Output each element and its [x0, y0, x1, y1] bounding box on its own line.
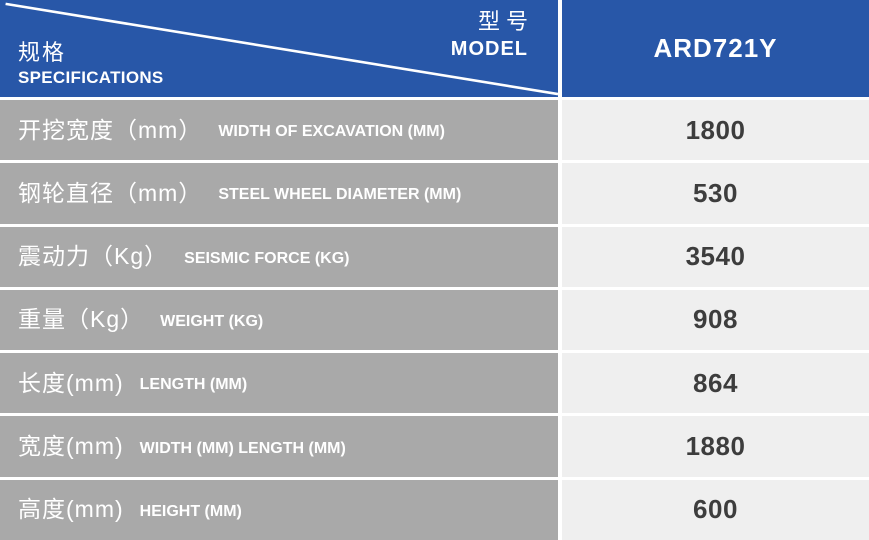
table-row: 震动力（Kg） SEISMIC FORCE (KG) 3540 — [0, 226, 869, 287]
row-label-weight: 重量（Kg） WEIGHT (KG) — [0, 289, 558, 351]
row-value-width: 1880 — [562, 416, 869, 477]
row-label-en: WIDTH (MM) LENGTH (MM) — [139, 439, 346, 457]
row-label-length: 长度(mm) LENGTH (MM) — [0, 353, 558, 414]
table-header-row: 型号 MODEL 规格 SPECIFICATIONS ARD721Y — [0, 0, 869, 97]
header-model-value-cell: ARD721Y — [562, 0, 869, 97]
row-label-cn: 高度(mm) — [18, 496, 124, 523]
row-label-steel-wheel-diameter: 钢轮直径（mm） STEEL WHEEL DIAMETER (MM) — [0, 163, 558, 224]
row-label-cn: 开挖宽度（mm） — [18, 116, 203, 143]
table-row: 开挖宽度（mm） WIDTH OF EXCAVATION (MM) 1800 — [0, 100, 869, 161]
header-model-label-cn: 型号 — [477, 9, 534, 34]
row-value: 530 — [693, 177, 738, 208]
row-value-length: 864 — [562, 353, 869, 414]
header-spec-label-en: SPECIFICATIONS — [18, 67, 164, 87]
row-label-width-of-excavation: 开挖宽度（mm） WIDTH OF EXCAVATION (MM) — [0, 100, 558, 161]
header-model-label: 型号 MODEL — [451, 8, 528, 61]
table-row: 高度(mm) HEIGHT (MM) 600 — [0, 479, 869, 540]
row-value: 908 — [693, 304, 738, 335]
model-value: ARD721Y — [653, 33, 778, 63]
header-model-label-en: MODEL — [450, 37, 528, 60]
row-label-en: WIDTH OF EXCAVATION (MM) — [218, 123, 445, 141]
row-value: 600 — [693, 494, 738, 525]
table-row: 重量（Kg） WEIGHT (KG) 908 — [0, 289, 869, 351]
row-label-cn: 长度(mm) — [18, 369, 124, 396]
row-label-cn: 重量（Kg） — [18, 306, 145, 333]
row-label-en: HEIGHT (MM) — [139, 502, 242, 520]
row-value-width-of-excavation: 1800 — [562, 100, 869, 161]
row-label-cn: 钢轮直径（mm） — [18, 179, 203, 206]
row-value: 1800 — [685, 114, 746, 145]
row-label-en: LENGTH (MM) — [139, 376, 248, 394]
row-value-seismic-force: 3540 — [562, 226, 869, 287]
table-row: 钢轮直径（mm） STEEL WHEEL DIAMETER (MM) 530 — [0, 163, 869, 224]
header-spec-model-cell: 型号 MODEL 规格 SPECIFICATIONS — [0, 0, 558, 97]
row-value: 3540 — [685, 241, 746, 272]
row-label-en: SEISMIC FORCE (KG) — [184, 249, 350, 267]
table-row: 长度(mm) LENGTH (MM) 864 — [0, 353, 869, 414]
row-label-cn: 震动力（Kg） — [18, 243, 169, 270]
row-label-width: 宽度(mm) WIDTH (MM) LENGTH (MM) — [0, 416, 558, 477]
header-spec-label-cn: 规格 — [18, 40, 67, 66]
row-value: 864 — [693, 367, 738, 398]
row-label-cn: 宽度(mm) — [18, 433, 124, 460]
row-label-en: STEEL WHEEL DIAMETER (MM) — [218, 186, 462, 204]
row-label-en: WEIGHT (KG) — [160, 312, 264, 330]
row-label-seismic-force: 震动力（Kg） SEISMIC FORCE (KG) — [0, 226, 558, 287]
row-value-height: 600 — [562, 479, 869, 540]
diagonal-divider-line — [0, 0, 558, 97]
header-spec-label: 规格 SPECIFICATIONS — [18, 39, 164, 89]
row-label-height: 高度(mm) HEIGHT (MM) — [0, 479, 558, 540]
table-row: 宽度(mm) WIDTH (MM) LENGTH (MM) 1880 — [0, 416, 869, 477]
row-value-weight: 908 — [562, 289, 869, 351]
row-value-steel-wheel-diameter: 530 — [562, 163, 869, 224]
row-value: 1880 — [685, 431, 746, 462]
